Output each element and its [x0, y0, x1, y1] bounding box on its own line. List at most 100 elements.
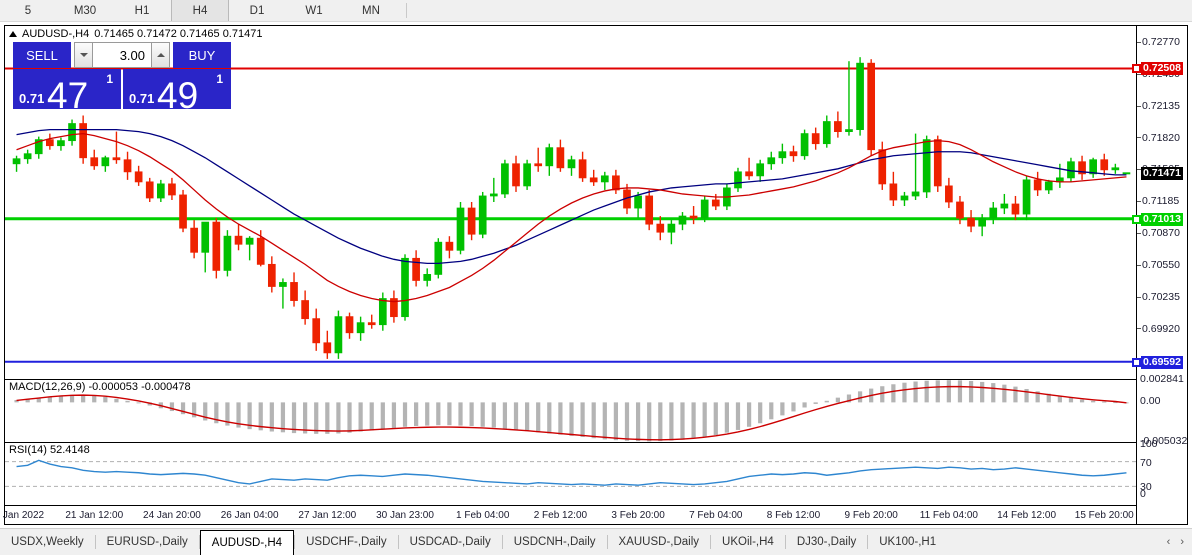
symbol-tab-audusd-h4[interactable]: AUDUSD-,H4 [199, 530, 295, 555]
symbol-tab-label: USDX,Weekly [11, 536, 84, 548]
price-tick: 0.70235 [1137, 291, 1180, 303]
timeframe-label: MN [362, 4, 380, 17]
macd-pane[interactable]: MACD(12,26,9) -0.000053 -0.000478 [5, 379, 1136, 442]
volume-stepper[interactable]: 3.00 [74, 42, 170, 68]
sell-price-quote[interactable]: 0.71 47 1 [13, 69, 121, 114]
timeframe-tab-h4[interactable]: H4 [171, 0, 229, 21]
symbol-tab-divider [606, 535, 608, 549]
time-tick-label: 15 Feb 20:00 [1074, 510, 1134, 521]
time-tick-label: 20 Jan 2022 [0, 510, 45, 521]
sell-price-prefix: 0.71 [19, 91, 45, 106]
price-tick-label: 0.71185 [1142, 195, 1180, 208]
macd-tick-label: -0.005032 [1140, 435, 1188, 447]
sell-price-fraction: 1 [106, 72, 113, 86]
time-tick-label: 21 Jan 12:00 [65, 510, 124, 521]
time-tick-label: 14 Feb 12:00 [997, 510, 1057, 521]
chevron-down-icon [79, 53, 88, 57]
symbol-tab-label: DJ30-,Daily [796, 536, 857, 548]
macd-label: MACD(12,26,9) -0.000053 -0.000478 [9, 381, 191, 393]
timeframe-tab-m30[interactable]: M30 [57, 0, 114, 21]
volume-increment-button[interactable] [151, 42, 170, 68]
symbol-tab-label: XAUUSD-,Daily [618, 536, 700, 548]
symbol-tab-dj30-daily[interactable]: DJ30-,Daily [786, 529, 867, 555]
price-tick-label: 0.70235 [1142, 291, 1180, 304]
symbol-tab-label: AUDUSD-,H4 [211, 537, 283, 549]
volume-input[interactable]: 3.00 [93, 42, 151, 68]
timeframe-tab-w1[interactable]: W1 [286, 0, 343, 21]
time-tick-label: 1 Feb 04:00 [456, 510, 510, 521]
price-tick: 0.70870 [1137, 227, 1180, 239]
price-scale[interactable]: 0.727700.724500.721350.718200.715050.711… [1132, 26, 1188, 524]
price-tick-label: 0.72770 [1142, 36, 1180, 49]
timeframe-tab-mn[interactable]: MN [343, 0, 400, 21]
symbol-tab-label: UKOil-,H4 [722, 536, 774, 548]
symbol-tab-eurusd-daily[interactable]: EURUSD-,Daily [96, 529, 199, 555]
symbol-tab-scroll-controls: ‹ › [1167, 529, 1192, 555]
symbol-tab-usdx-weekly[interactable]: USDX,Weekly [0, 529, 95, 555]
sell-price-main: 47 [47, 75, 89, 116]
symbol-tab-uk100-h1[interactable]: UK100-,H1 [868, 529, 947, 555]
toolbar-divider [406, 3, 407, 18]
price-level-handle[interactable] [1132, 357, 1141, 367]
time-tick-label: 9 Feb 20:00 [844, 510, 898, 521]
timeframe-tab-d1[interactable]: D1 [229, 0, 286, 21]
time-tick-label: 26 Jan 04:00 [220, 510, 279, 521]
rsi-pane[interactable]: RSI(14) 52.4148 [5, 442, 1136, 505]
buy-price-fraction: 1 [216, 72, 223, 86]
time-tick-label: 2 Feb 12:00 [533, 510, 588, 521]
price-tick-label: 0.69920 [1142, 322, 1180, 335]
price-tick: 0.71820 [1137, 132, 1180, 144]
symbol-tab-label: USDCAD-,Daily [409, 536, 491, 548]
time-tick-label: 3 Feb 20:00 [611, 510, 665, 521]
scroll-left-icon[interactable]: ‹ [1166, 536, 1171, 548]
one-click-trading-panel[interactable]: SELL 3.00 BUY 0.71 47 1 0.71 49 1 [13, 42, 231, 114]
price-tick: 0.70550 [1137, 259, 1180, 271]
price-tick: 0.72770 [1137, 36, 1180, 48]
rsi-tick-label: 100 [1140, 438, 1158, 450]
price-tick: 0.71185 [1137, 195, 1179, 207]
symbol-tab-usdcnh-daily[interactable]: USDCNH-,Daily [503, 529, 607, 555]
macd-tick-label: 0.00 [1140, 395, 1161, 408]
price-tick-label: 0.70550 [1142, 259, 1180, 272]
buy-button[interactable]: BUY [173, 42, 231, 68]
timeframe-tab-m5[interactable]: 5 [0, 0, 57, 21]
price-badge-bid[interactable]: 0.71013 [1141, 212, 1183, 226]
price-tick: 0.69920 [1137, 323, 1180, 335]
chevron-up-icon [156, 53, 165, 57]
symbol-tab-xauusd-daily[interactable]: XAUUSD-,Daily [608, 529, 711, 555]
volume-decrement-button[interactable] [74, 42, 93, 68]
symbol-tab-usdcad-daily[interactable]: USDCAD-,Daily [399, 529, 502, 555]
timeframe-label: H4 [192, 4, 208, 17]
macd-chart [14, 380, 1129, 442]
price-tick-label: 0.70870 [1142, 227, 1180, 240]
timeframe-label: M30 [73, 4, 97, 17]
price-badge-last[interactable]: 0.71471 [1141, 166, 1183, 180]
trade-panel-quote-row: 0.71 47 1 0.71 49 1 [13, 69, 231, 114]
symbol-tab-ukoil-h4[interactable]: UKOil-,H4 [711, 529, 785, 555]
timeframe-tab-h1[interactable]: H1 [114, 0, 171, 21]
symbol-tab-divider [867, 535, 869, 549]
time-tick-label: 7 Feb 04:00 [689, 510, 743, 521]
time-tick-label: 30 Jan 23:00 [376, 510, 434, 521]
symbol-tab-divider [94, 535, 96, 549]
symbol-tab-divider [501, 535, 503, 549]
timeframe-label: W1 [305, 4, 323, 17]
price-level-handle[interactable] [1132, 214, 1141, 224]
sell-button[interactable]: SELL [13, 42, 71, 68]
time-tick-label: 24 Jan 20:00 [143, 510, 201, 521]
timeframe-toolbar: 5 M30 H1 H4 D1 W1 MN [0, 0, 1192, 22]
rsi-tick-label: 0 [1140, 488, 1146, 500]
scroll-right-icon[interactable]: › [1180, 536, 1184, 548]
price-badge-level[interactable]: 0.69592 [1141, 355, 1183, 369]
price-level-handle[interactable] [1132, 64, 1141, 74]
buy-price-quote[interactable]: 0.71 49 1 [123, 69, 231, 114]
chart-header: AUDUSD-,H4 0.71465 0.71472 0.71465 0.714… [5, 26, 262, 41]
price-badge-ask[interactable]: 0.72508 [1141, 62, 1183, 76]
symbol-tab-usdchf-daily[interactable]: USDCHF-,Daily [295, 529, 398, 555]
price-pane[interactable] [5, 26, 1136, 378]
symbol-tab-divider [397, 535, 399, 549]
chart-symbol-label: AUDUSD-,H4 [22, 27, 90, 40]
time-scale[interactable]: 20 Jan 2022 21 Jan 12:00 24 Jan 20:00 26 Ja… [0, 505, 1136, 526]
collapse-triangle-icon[interactable] [9, 30, 17, 37]
symbol-tab-divider [710, 535, 712, 549]
